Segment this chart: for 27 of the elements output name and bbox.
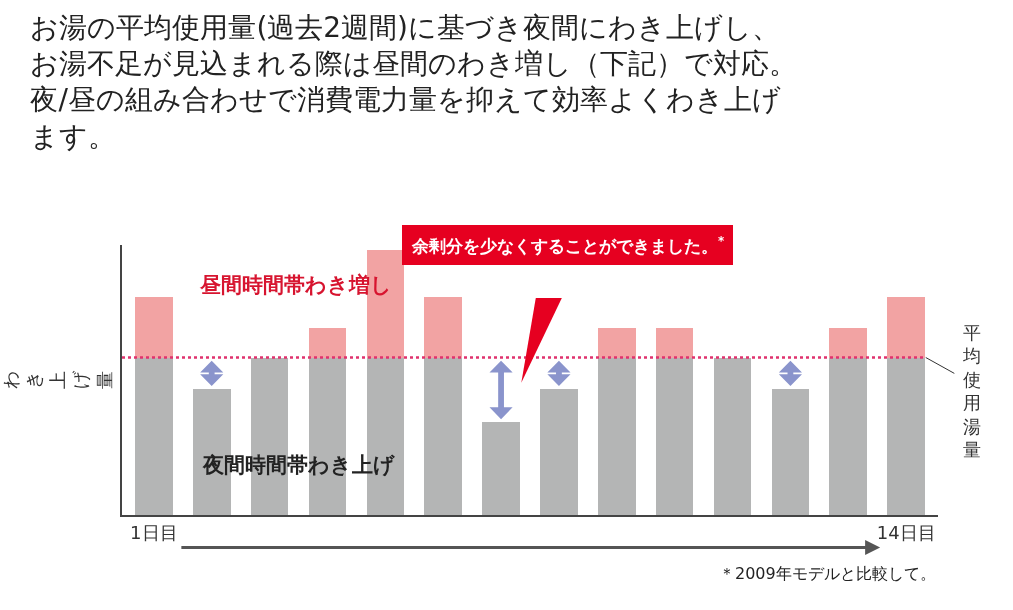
ref-line-label: 平均使用湯量 [962,322,981,460]
bar [887,357,925,515]
bar [482,422,520,515]
bar [540,389,578,515]
x-tick-label: 1日目 [130,521,178,543]
bar [135,296,173,358]
bar [887,296,925,358]
series-label: 昼間時間帯わき増し [199,273,392,297]
bar [308,357,347,515]
chart-title: お湯の平均使用量(過去2週間)に基づき夜間にわき上げし、お湯不足が見込まれる際は昼間のわき増し（下記）で対応。夜/昼の組み合わせで消費電力量を抑えて効率よくわき上げます。 [30,10,798,153]
bar [655,327,694,358]
text: ＊2009年モデルと比較して。 [719,564,936,583]
y-axis-title: わき上げ量 [0,370,115,389]
bar [135,357,173,515]
bar [655,357,694,515]
series-label: 夜間時間帯わき上げ [202,453,395,477]
bar [424,357,462,515]
bar [598,357,636,515]
annotation: 余剰分を少なくすることができました。$^{*}$ [411,234,725,257]
bar [771,389,810,515]
bar [829,357,868,515]
x-tick-label: 14日目 [876,521,936,543]
bar [424,296,462,358]
bar [829,327,868,358]
bar [308,327,347,358]
bar [598,327,636,358]
bar [713,357,752,515]
